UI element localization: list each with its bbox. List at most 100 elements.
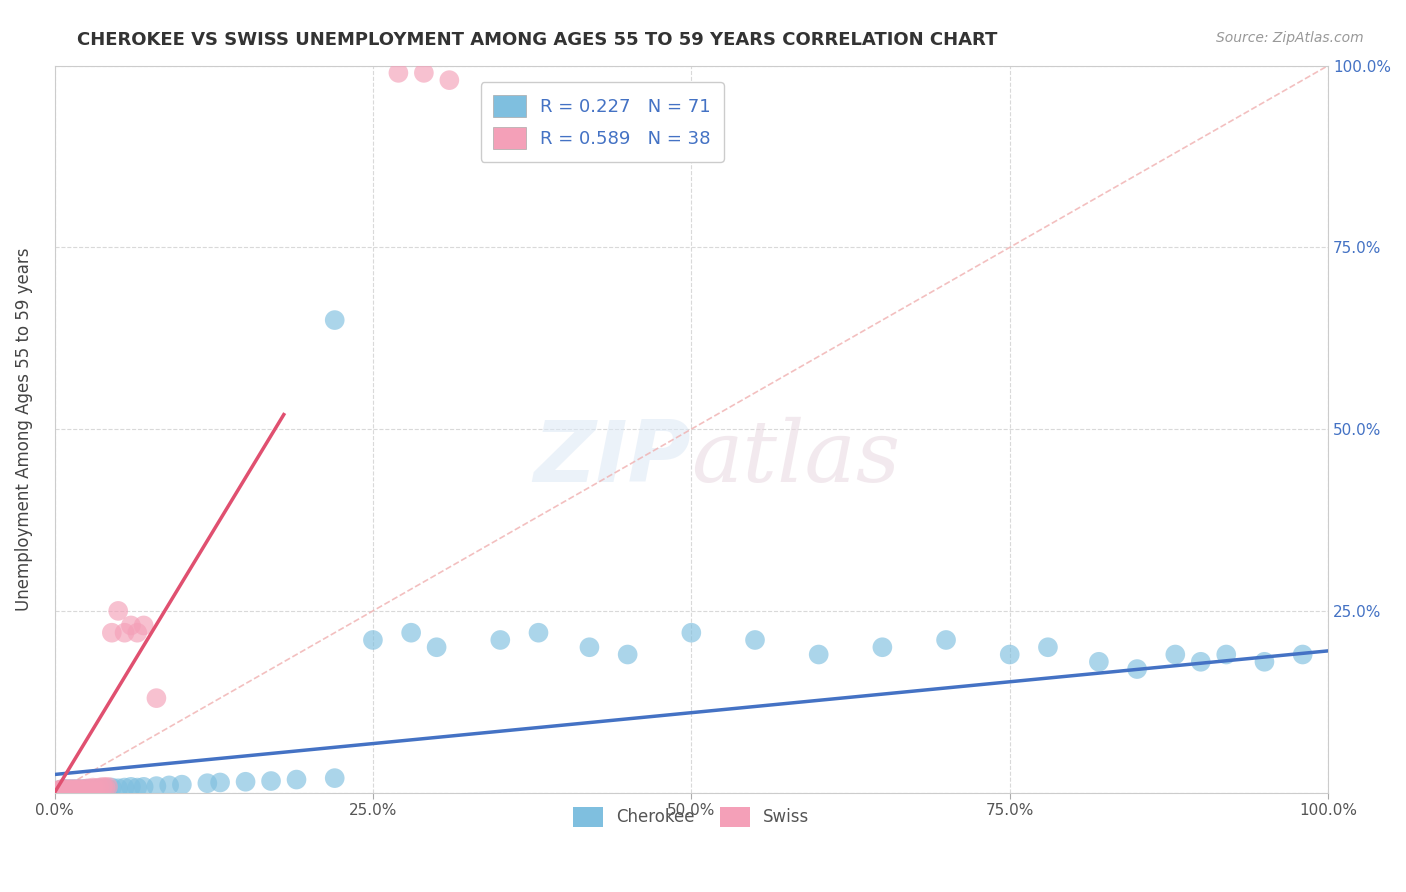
Point: [97, 782, 120, 797]
Point: [399, 625, 422, 640]
Point: [127, 625, 149, 640]
Point: [84, 782, 107, 797]
Point: [66, 782, 89, 797]
Point: [60, 782, 83, 797]
Point: [323, 313, 346, 327]
Point: [79, 782, 101, 797]
Point: [65, 783, 87, 797]
Point: [56, 783, 79, 797]
Point: [323, 771, 346, 785]
Point: [48, 782, 70, 797]
Point: [87, 781, 110, 796]
Point: [52, 782, 75, 797]
Point: [1215, 648, 1237, 662]
Point: [63, 782, 86, 797]
Point: [97, 780, 120, 794]
Point: [87, 780, 110, 795]
Point: [59, 782, 82, 797]
Point: [72, 782, 94, 797]
Point: [170, 778, 193, 792]
Point: [114, 780, 136, 795]
Point: [60, 783, 83, 797]
Point: [145, 779, 167, 793]
Point: [101, 625, 124, 640]
Point: [209, 775, 232, 789]
Point: [681, 625, 703, 640]
Point: [63, 782, 86, 797]
Point: [1126, 662, 1149, 676]
Point: [94, 780, 117, 795]
Point: [69, 782, 91, 797]
Point: [67, 783, 90, 797]
Point: [76, 781, 98, 796]
Text: CHEROKEE VS SWISS UNEMPLOYMENT AMONG AGES 55 TO 59 YEARS CORRELATION CHART: CHEROKEE VS SWISS UNEMPLOYMENT AMONG AGE…: [77, 31, 998, 49]
Point: [1189, 655, 1212, 669]
Point: [55, 782, 77, 797]
Text: atlas: atlas: [692, 417, 900, 500]
Point: [120, 780, 142, 794]
Text: ZIP: ZIP: [534, 417, 692, 500]
Point: [67, 782, 90, 797]
Point: [1292, 648, 1315, 662]
Point: [51, 782, 73, 797]
Point: [62, 783, 84, 797]
Point: [527, 625, 550, 640]
Point: [101, 780, 124, 795]
Point: [55, 783, 77, 797]
Point: [935, 632, 957, 647]
Point: [82, 782, 104, 797]
Point: [107, 781, 129, 796]
Point: [51, 783, 73, 797]
Point: [46, 783, 69, 797]
Point: [361, 632, 384, 647]
Point: [1036, 640, 1059, 655]
Point: [91, 780, 114, 794]
Point: [872, 640, 894, 655]
Point: [73, 782, 96, 797]
Point: [489, 632, 512, 647]
Point: [62, 783, 84, 797]
Point: [53, 782, 76, 797]
Point: [82, 780, 104, 795]
Point: [120, 618, 142, 632]
Point: [51, 783, 73, 797]
Point: [132, 618, 155, 632]
Point: [72, 782, 94, 797]
Point: [1088, 655, 1111, 669]
Point: [60, 783, 83, 797]
Point: [53, 783, 76, 797]
Point: [69, 782, 91, 797]
Point: [107, 604, 129, 618]
Point: [260, 774, 283, 789]
Point: [439, 73, 461, 87]
Point: [66, 782, 89, 797]
Point: [998, 648, 1021, 662]
Point: [60, 782, 83, 797]
Point: [77, 782, 100, 797]
Point: [132, 780, 155, 794]
Point: [412, 66, 434, 80]
Point: [65, 783, 87, 797]
Point: [46, 783, 69, 797]
Point: [94, 781, 117, 796]
Text: Source: ZipAtlas.com: Source: ZipAtlas.com: [1216, 31, 1364, 45]
Point: [70, 783, 93, 797]
Point: [59, 782, 82, 797]
Point: [578, 640, 600, 655]
Legend: Cherokee, Swiss: Cherokee, Swiss: [565, 798, 818, 835]
Y-axis label: Unemployment Among Ages 55 to 59 years: Unemployment Among Ages 55 to 59 years: [15, 247, 32, 611]
Point: [195, 776, 218, 790]
Point: [285, 772, 308, 787]
Point: [52, 783, 75, 797]
Point: [114, 625, 136, 640]
Point: [387, 66, 409, 80]
Point: [48, 783, 70, 797]
Point: [75, 782, 97, 797]
Point: [56, 782, 79, 797]
Point: [616, 648, 638, 662]
Point: [91, 782, 114, 797]
Point: [235, 774, 257, 789]
Point: [744, 632, 766, 647]
Point: [426, 640, 449, 655]
Point: [53, 783, 76, 797]
